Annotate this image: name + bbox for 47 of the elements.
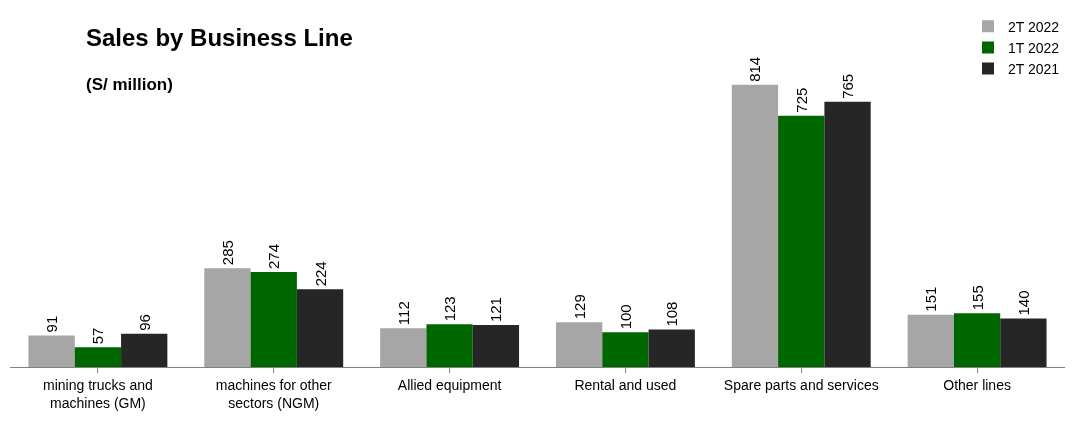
bar [1000,318,1047,367]
x-tick-label: Spare parts and services [723,376,879,393]
data-label: 285 [218,240,236,266]
x-tick-label: Allied equipment [397,376,502,393]
bar [731,84,779,367]
data-label: 725 [792,87,810,113]
legend-label: 2T 2022 [1008,18,1060,35]
bar [74,347,122,367]
data-label: 108 [663,301,681,327]
bar [472,325,520,367]
bar [907,314,954,367]
data-label: 96 [135,314,153,331]
data-label: 765 [839,73,857,99]
x-tick-label: machines for other sectors (NGM) [215,376,333,411]
bar [204,268,251,367]
bar [824,101,871,367]
bar [648,329,695,367]
chart-title: Sales by Business Line [86,24,353,52]
x-tick-label: Rental and used [574,376,677,393]
data-label: 151 [922,286,940,312]
data-label: 129 [570,294,588,320]
bar [296,289,344,367]
data-label: 91 [43,315,61,333]
x-tick-label: Other lines [943,376,1011,393]
x-tick-label: mining trucks and machines (GM) [43,376,153,411]
data-label: 274 [265,244,283,270]
data-label: 121 [487,297,505,323]
data-label: 140 [1014,290,1032,316]
bar [380,328,427,367]
bar [953,313,1001,367]
bar [778,115,825,367]
bar [426,324,473,367]
legend-label: 1T 2022 [1008,39,1060,56]
chart-subtitle: (S/ million) [86,75,173,95]
data-label: 112 [394,301,412,326]
bar [250,272,297,367]
legend-label: 2T 2021 [1008,61,1060,78]
data-label: 155 [968,285,986,311]
data-label: 57 [89,327,107,345]
data-label: 100 [616,304,634,330]
bar [602,332,649,367]
bar [555,322,603,367]
data-label: 814 [746,56,764,82]
bar [28,335,75,367]
data-label: 224 [311,261,329,287]
data-label: 123 [441,296,459,322]
bar [121,333,168,367]
